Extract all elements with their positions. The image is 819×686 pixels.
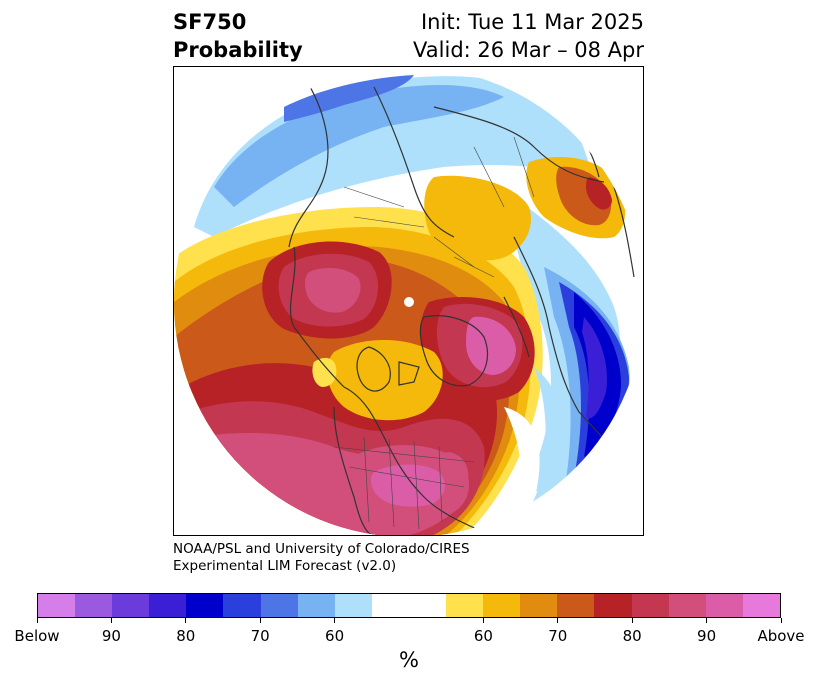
colorbar-tick xyxy=(631,618,633,623)
colorbar-segment xyxy=(186,594,224,617)
init-date: Init: Tue 11 Mar 2025 xyxy=(420,10,644,34)
colorbar xyxy=(37,593,781,618)
colorbar-segment xyxy=(75,594,113,617)
colorbar-tick xyxy=(110,618,112,623)
colorbar-segment xyxy=(446,594,484,617)
colorbar-unit: % xyxy=(399,648,419,672)
colorbar-segment xyxy=(112,594,150,617)
colorbar-tick xyxy=(36,618,38,623)
colorbar-segment xyxy=(371,594,409,617)
map-title: SF750 Probability xyxy=(173,8,303,64)
colorbar-segment xyxy=(520,594,558,617)
colorbar-tick xyxy=(185,618,187,623)
colorbar-segment xyxy=(668,594,706,617)
credit-line-2: Experimental LIM Forecast (v2.0) xyxy=(173,558,397,574)
credit-text: NOAA/PSL and University of Colorado/CIRE… xyxy=(173,541,470,575)
forecast-dates: Init: Tue 11 Mar 2025 Valid: 26 Mar – 08… xyxy=(413,8,644,64)
political-boundaries xyxy=(333,136,535,530)
colorbar-segment xyxy=(223,594,261,617)
kind-label: Probability xyxy=(173,38,303,62)
map-panel xyxy=(173,66,644,536)
below-normal-region-europe xyxy=(194,75,594,237)
colorbar-tick-label: 70 xyxy=(548,627,568,645)
coastlines xyxy=(288,76,635,535)
colorbar-tick-label: Above xyxy=(757,627,805,645)
colorbar-segment xyxy=(742,594,780,617)
colorbar-segment xyxy=(594,594,632,617)
colorbar-tick-label: 70 xyxy=(250,627,270,645)
probability-map xyxy=(174,67,643,535)
below-normal-region-pacific xyxy=(513,197,630,497)
colorbar-tick xyxy=(780,618,782,623)
valid-range: Valid: 26 Mar – 08 Apr xyxy=(413,38,644,62)
colorbar-tick-label: 60 xyxy=(325,627,345,645)
colorbar-tick xyxy=(334,618,336,623)
colorbar-tick-label: 60 xyxy=(473,627,493,645)
colorbar-segment xyxy=(38,594,76,617)
colorbar-segment xyxy=(260,594,298,617)
colorbar-tick-label: 90 xyxy=(101,627,121,645)
colorbar-tick xyxy=(557,618,559,623)
colorbar-segment xyxy=(631,594,669,617)
colorbar-segment xyxy=(408,594,447,617)
variable-label: SF750 xyxy=(173,10,247,34)
colorbar-segment xyxy=(483,594,521,617)
colorbar-segment xyxy=(334,594,372,617)
colorbar-tick-label: 80 xyxy=(176,627,196,645)
colorbar-tick-label: 80 xyxy=(622,627,642,645)
colorbar-segment xyxy=(705,594,743,617)
colorbar-segment xyxy=(297,594,335,617)
colorbar-segment xyxy=(557,594,595,617)
credit-line-1: NOAA/PSL and University of Colorado/CIRE… xyxy=(173,541,470,557)
colorbar-tick xyxy=(706,618,708,623)
colorbar-tick xyxy=(259,618,261,623)
colorbar-tick-label: 90 xyxy=(697,627,717,645)
colorbar-segment xyxy=(149,594,187,617)
north-pole-marker xyxy=(404,297,414,307)
colorbar-tick-label: Below xyxy=(14,627,60,645)
colorbar-tick xyxy=(482,618,484,623)
